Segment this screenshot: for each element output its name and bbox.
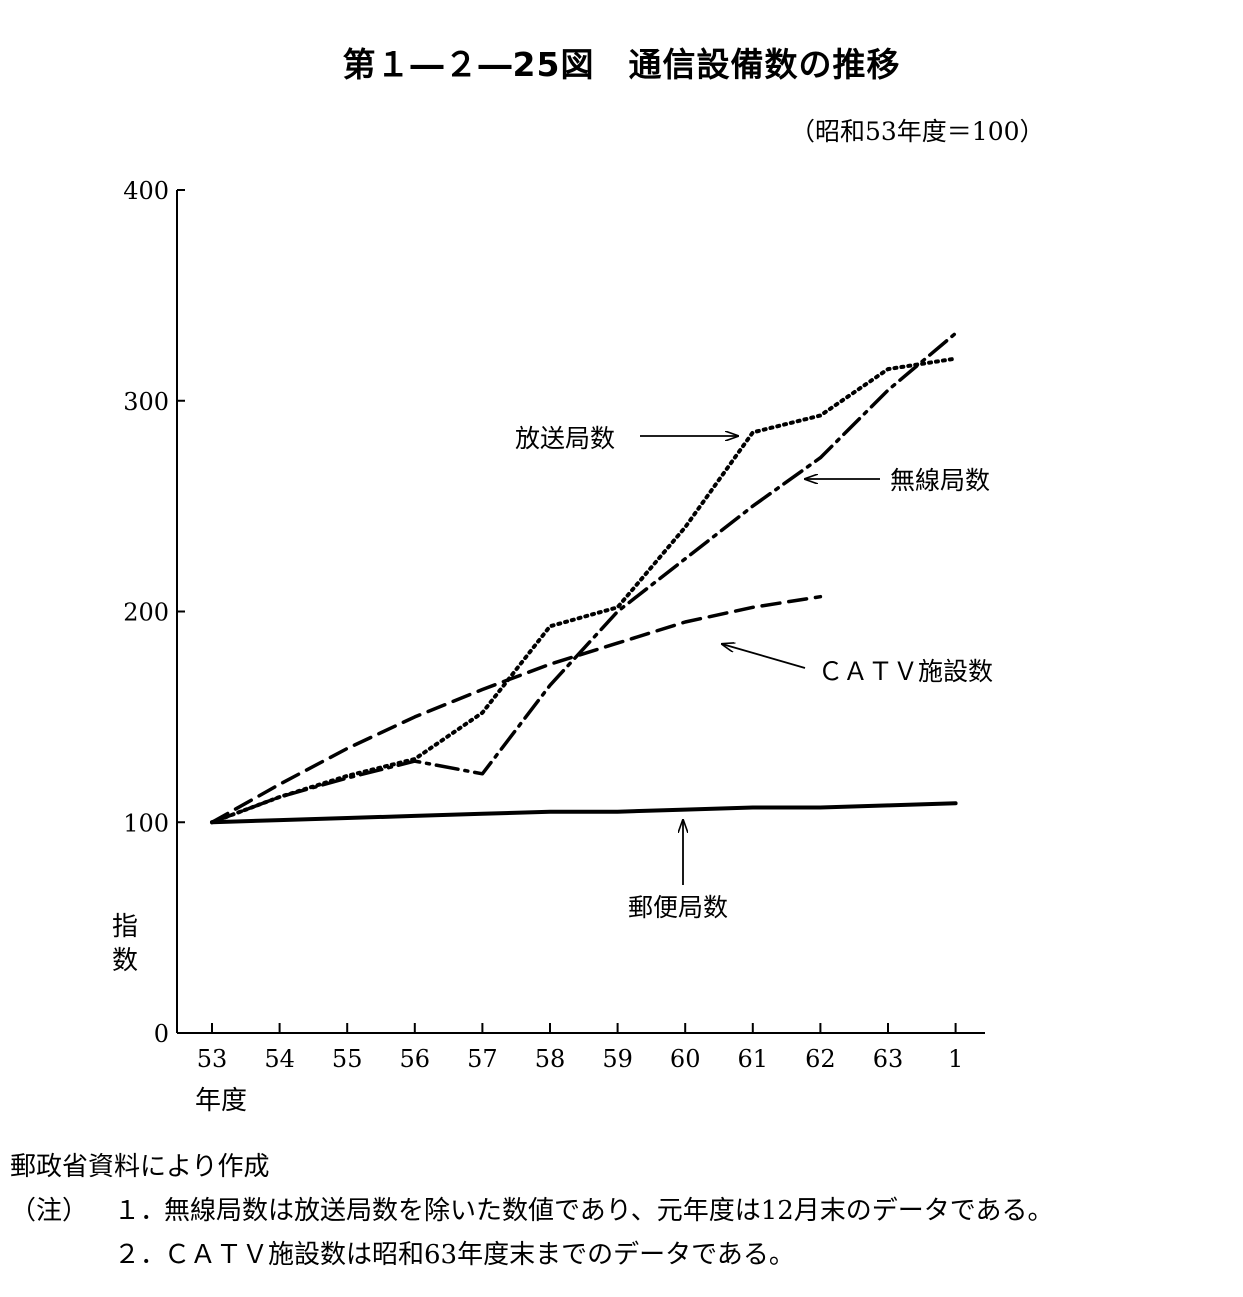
annotation-radio: 無線局数 bbox=[890, 466, 990, 495]
series-line bbox=[210, 331, 958, 825]
note-text: ＣＡＴＶ施設数は昭和63年度末までのデータである。 bbox=[164, 1240, 795, 1270]
x-tick-label: 56 bbox=[400, 1045, 431, 1073]
chart-axes bbox=[176, 190, 985, 1034]
x-tick-label: 57 bbox=[467, 1045, 498, 1073]
note-number: １． bbox=[114, 1196, 167, 1226]
x-tick-label: 58 bbox=[535, 1045, 566, 1073]
annotation-broadcast: 放送局数 bbox=[515, 424, 615, 453]
x-tick-label: 54 bbox=[264, 1045, 295, 1073]
x-axis-label: 年度 bbox=[195, 1086, 248, 1116]
annotation-catv: ＣＡＴＶ施設数 bbox=[818, 657, 993, 686]
y-tick-label: 400 bbox=[123, 177, 169, 205]
x-tick-label: 63 bbox=[873, 1045, 904, 1073]
x-tick-label: 60 bbox=[670, 1045, 701, 1073]
series-line bbox=[210, 801, 958, 825]
x-tick-label: 1 bbox=[948, 1045, 963, 1073]
chart-series bbox=[210, 331, 958, 825]
y-tick-label: 100 bbox=[123, 809, 169, 837]
source-note: 郵政省資料により作成 bbox=[10, 1152, 270, 1182]
x-tick-label: 55 bbox=[332, 1045, 363, 1073]
note-lead: （注） bbox=[10, 1196, 89, 1226]
note-text: 無線局数は放送局数を除いた数値であり、元年度は12月末のデータである。 bbox=[164, 1196, 1054, 1226]
y-axis-label: 指 数 bbox=[108, 910, 142, 978]
chart-title: 第１―２―25図 通信設備数の推移 bbox=[342, 45, 901, 84]
y-tick-label: 0 bbox=[154, 1020, 169, 1048]
chart-subtitle: （昭和53年度＝100） bbox=[790, 117, 1045, 146]
note-number: ２． bbox=[114, 1240, 167, 1270]
note-item: ２．ＣＡＴＶ施設数は昭和63年度末までのデータである。 bbox=[10, 1233, 1054, 1277]
y-tick-label: 300 bbox=[123, 388, 169, 416]
annotation-arrow bbox=[722, 644, 806, 669]
y-tick-label: 200 bbox=[123, 599, 169, 627]
annotation-postal: 郵便局数 bbox=[628, 893, 728, 922]
footnotes: 郵政省資料により作成 （注） １．無線局数は放送局数を除いた数値であり、元年度は1… bbox=[10, 1145, 1054, 1277]
x-tick-label: 59 bbox=[602, 1045, 633, 1073]
x-tick-label: 53 bbox=[197, 1045, 228, 1073]
x-tick-label: 61 bbox=[738, 1045, 769, 1073]
y-axis-label-char: 数 bbox=[111, 946, 138, 976]
x-tick-label: 62 bbox=[805, 1045, 836, 1073]
chart-ticks: 0 100 200 300 400 53 54 55 56 57 58 59 60 61 62 63 1 bbox=[123, 177, 963, 1073]
series-line bbox=[210, 594, 823, 825]
note-item: （注） １．無線局数は放送局数を除いた数値であり、元年度は12月末のデータである。 bbox=[10, 1189, 1054, 1233]
y-axis-label-char: 指 bbox=[111, 912, 138, 942]
